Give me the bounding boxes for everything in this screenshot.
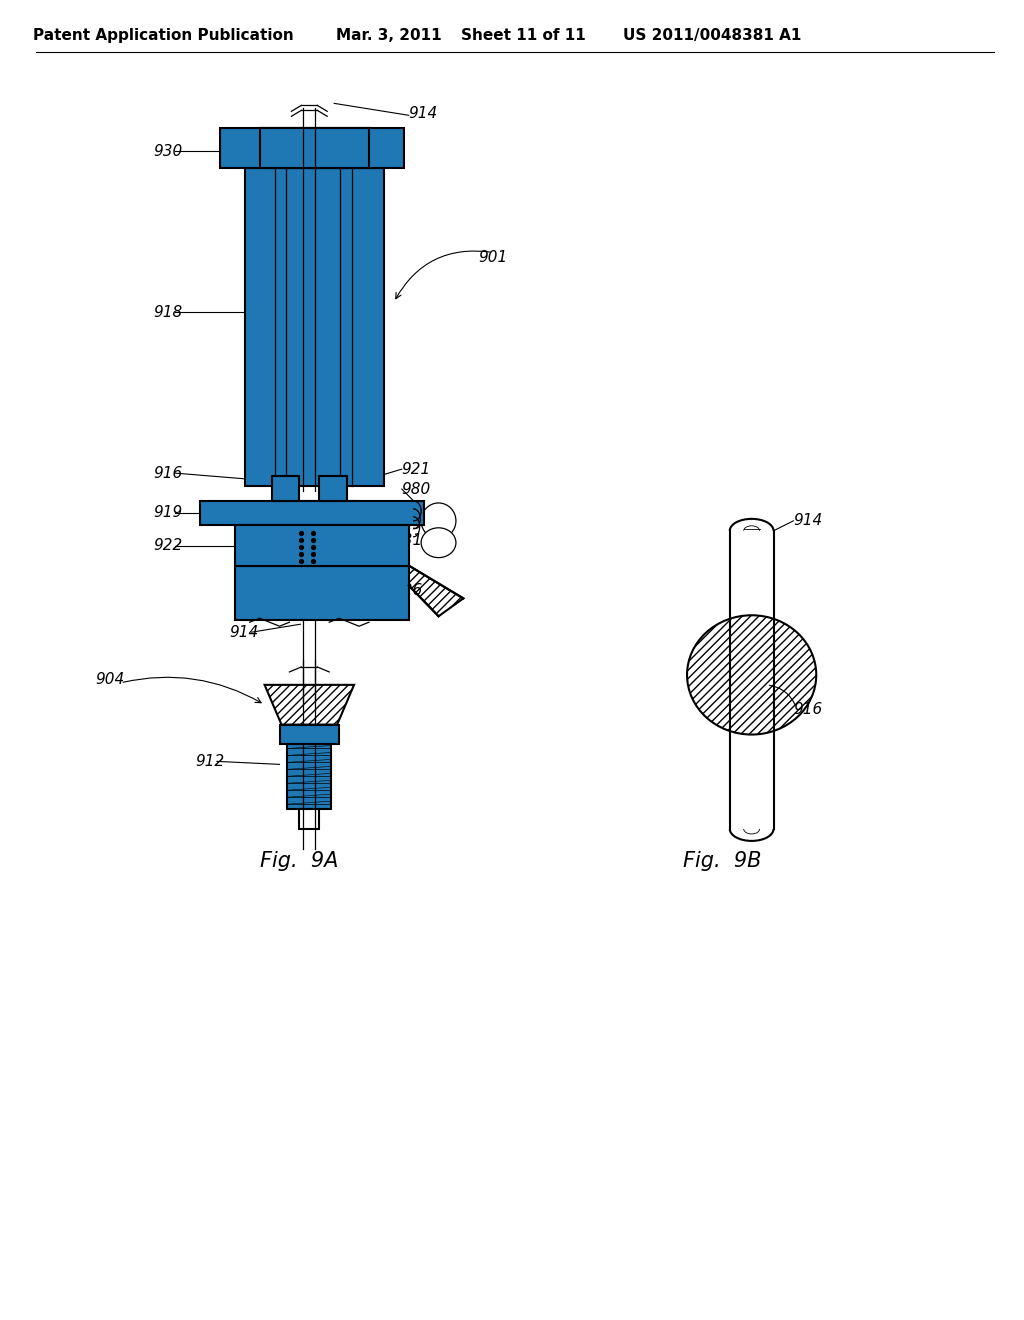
Bar — [369, 128, 403, 168]
Bar — [220, 128, 403, 168]
Bar — [352, 168, 384, 486]
Bar — [288, 744, 331, 809]
Text: 980: 980 — [401, 482, 431, 496]
Bar — [234, 525, 280, 565]
Text: 930: 930 — [154, 144, 182, 158]
Bar — [260, 128, 369, 168]
Bar — [299, 809, 319, 829]
Text: 914: 914 — [409, 106, 438, 121]
Text: 914: 914 — [229, 624, 259, 640]
Bar — [234, 565, 280, 620]
Bar — [319, 477, 347, 502]
Bar — [260, 128, 369, 168]
Bar — [271, 477, 299, 502]
Text: 901: 901 — [478, 249, 508, 265]
Bar — [234, 565, 409, 620]
Ellipse shape — [421, 528, 456, 557]
Bar — [245, 168, 384, 486]
Text: Sheet 11 of 11: Sheet 11 of 11 — [461, 28, 586, 44]
Bar — [280, 725, 339, 744]
Text: 931: 931 — [394, 533, 423, 548]
Text: 921: 921 — [401, 462, 431, 477]
Polygon shape — [409, 565, 464, 616]
Text: Fig.  9B: Fig. 9B — [683, 851, 761, 871]
Bar — [271, 477, 299, 502]
Text: 904: 904 — [95, 672, 125, 688]
Text: 912: 912 — [195, 754, 224, 768]
Text: 916: 916 — [794, 702, 822, 717]
Text: Fig.  9A: Fig. 9A — [260, 851, 339, 871]
Text: 914: 914 — [794, 513, 822, 528]
Bar — [376, 502, 424, 525]
Text: 929: 929 — [394, 517, 423, 532]
Bar — [288, 744, 331, 809]
Bar — [245, 168, 274, 486]
Bar — [220, 128, 260, 168]
Text: 922: 922 — [154, 539, 182, 553]
Bar — [234, 525, 409, 565]
Text: 919: 919 — [154, 506, 182, 520]
Text: 926: 926 — [394, 583, 423, 598]
Bar — [248, 502, 376, 525]
Bar — [280, 725, 339, 744]
Text: 916: 916 — [154, 466, 182, 480]
Text: Patent Application Publication: Patent Application Publication — [33, 28, 294, 44]
Ellipse shape — [687, 615, 816, 734]
Text: US 2011/0048381 A1: US 2011/0048381 A1 — [623, 28, 801, 44]
Bar — [319, 477, 347, 502]
Bar — [280, 525, 364, 565]
Ellipse shape — [421, 503, 456, 539]
Bar — [200, 502, 424, 525]
Text: Mar. 3, 2011: Mar. 3, 2011 — [336, 28, 441, 44]
Bar — [364, 525, 409, 565]
Text: 918: 918 — [154, 305, 182, 319]
Bar — [269, 502, 357, 510]
Polygon shape — [264, 685, 354, 725]
Bar — [200, 502, 248, 525]
Bar — [364, 565, 409, 620]
